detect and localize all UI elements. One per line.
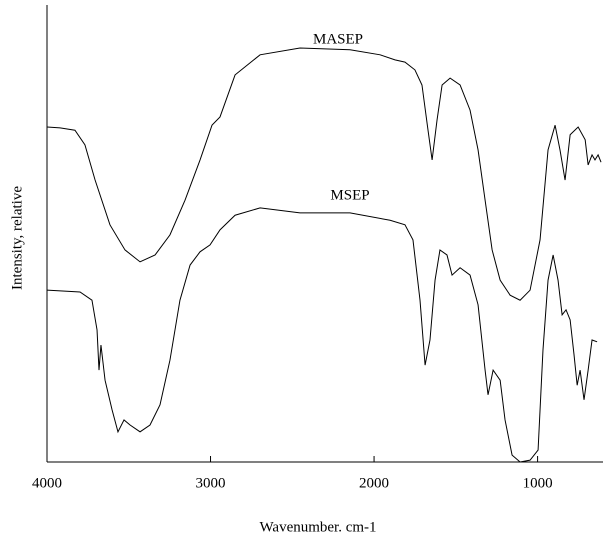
x-tick-label: 1000: [523, 475, 553, 491]
x-tick-label: 2000: [359, 475, 389, 491]
spectrum-line: [46, 47, 602, 301]
y-axis-label: Intensity, relative: [9, 186, 25, 290]
x-tick-label: 3000: [196, 475, 226, 491]
annotation: MSEP: [330, 187, 369, 203]
spectrum-line: [46, 207, 598, 463]
x-tick-label: 4000: [32, 475, 62, 491]
x-axis-label: Wavenumber. cm-1: [259, 519, 376, 535]
annotation: MASEP: [313, 31, 363, 47]
